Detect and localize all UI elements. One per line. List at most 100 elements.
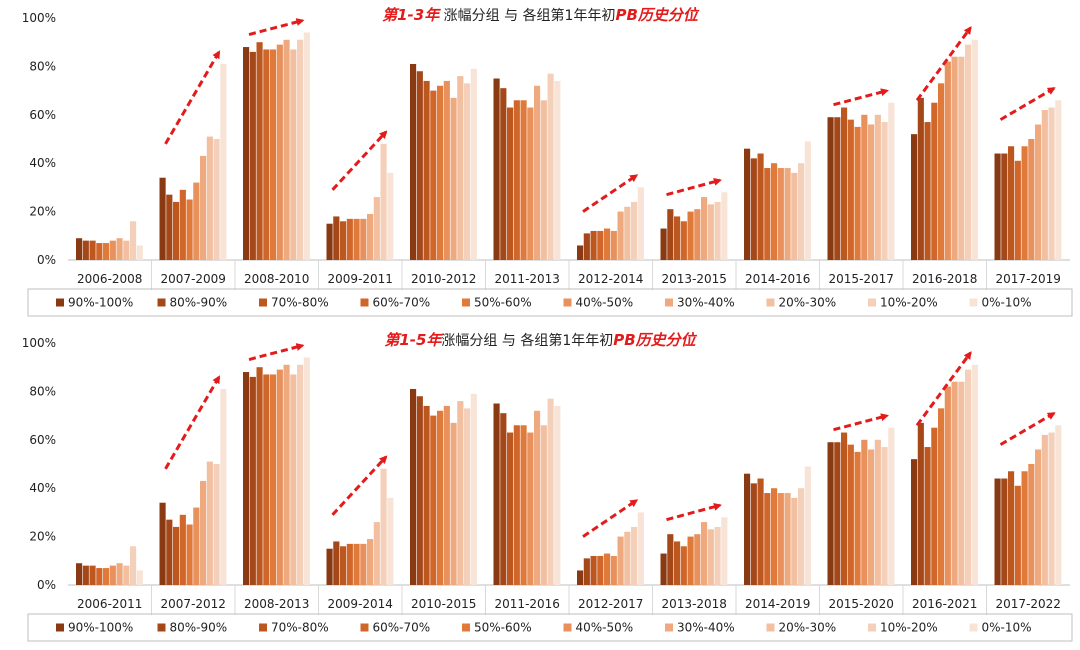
legend-label: 40%-50% [576,296,634,310]
bar [270,49,277,261]
bar [387,172,394,260]
legend-swatch [665,623,673,632]
bar [804,466,811,585]
legend-label: 90%-100% [68,296,133,310]
bar [637,512,644,585]
bar [1035,124,1042,260]
bar [680,221,687,260]
bar [263,49,270,261]
category-label: 2012-2017 [578,597,643,611]
bar [206,136,213,260]
bar [764,493,771,585]
bar [136,570,143,585]
bar [944,386,951,585]
bar [249,51,256,260]
bar [457,401,464,585]
bar [123,565,130,585]
category-label: 2009-2011 [328,272,393,286]
bar [771,163,778,260]
bar [1021,146,1028,260]
bar [430,415,437,585]
legend-swatch [259,298,267,307]
trend-arrow [331,130,388,191]
category-label: 2014-2016 [745,272,810,286]
bar [624,206,631,260]
bar [958,381,965,585]
chart-1-3-year: 第1-3年 涨幅分组 与 各组第1年年初PB历史分位 0% 20% 40% 60% 80%… [22,6,1073,317]
bar [938,83,945,260]
bar [423,80,430,260]
bar [1028,139,1035,260]
trend-arrow [582,174,639,213]
bar [326,223,333,260]
bar [513,100,520,260]
bar [283,364,290,585]
legend-swatch [969,298,978,307]
bar [971,364,978,585]
legend-swatch [259,623,267,632]
bar [256,367,263,585]
bar [500,88,507,261]
chart-title-part: 第1-3年 [382,6,441,24]
bar [527,107,534,260]
bar [303,357,310,585]
bar [520,100,527,260]
bar [109,240,116,260]
bar [694,534,701,585]
bar [597,555,604,585]
bar [554,405,561,585]
bar [297,364,304,585]
bar [610,230,617,260]
bar [1041,434,1048,585]
bar [283,39,290,260]
bar [443,80,450,260]
legend-label: 20%-30% [779,621,837,635]
bar [243,47,250,260]
bar [701,522,708,585]
bar [1008,146,1015,260]
y-tick-label: 40% [29,481,56,495]
chart-title-part: PB历史分位 [613,331,697,349]
bar [674,541,681,585]
bar [103,243,110,260]
category-label: 2007-2009 [161,272,226,286]
bar [687,211,694,260]
bar [965,369,972,585]
bar [220,63,227,261]
bar [540,100,547,260]
bar [847,444,854,585]
trend-arrow [248,18,305,36]
legend-swatch [56,623,64,632]
bar [76,563,83,585]
bar [200,480,207,585]
bar [617,536,624,585]
bar [470,68,477,260]
category-label: 2010-2012 [411,272,476,286]
bar [554,80,561,260]
bar [326,548,333,585]
bar [861,439,868,585]
bar [360,543,367,585]
bar [303,32,310,260]
bar [660,228,667,260]
bar [416,396,423,585]
bar [373,197,380,260]
bar [200,155,207,260]
chart-title-part: PB历史分位 [615,6,699,24]
category-label: 2015-2020 [829,597,894,611]
bar [193,182,200,260]
trend-arrow [666,177,722,197]
bar [577,245,584,260]
bar [750,483,757,585]
category-label: 2016-2018 [912,272,977,286]
bar [791,172,798,260]
legend-swatch [462,623,470,632]
y-tick-label: 20% [29,205,56,219]
chart-title-part: 第1-5年 [384,331,443,349]
y-tick-label: 0% [37,578,56,592]
legend-swatch [157,623,166,632]
bar [82,565,89,585]
bar [1008,471,1015,585]
legend-swatch [462,298,470,307]
legend-box [27,288,1073,317]
